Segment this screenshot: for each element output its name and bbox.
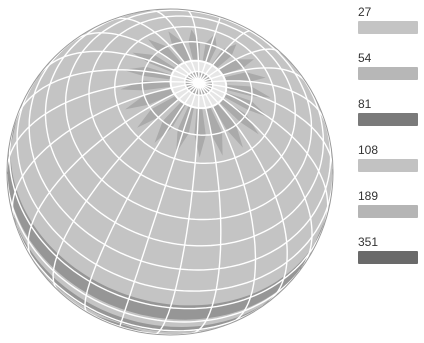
legend-swatch — [358, 159, 418, 172]
legend-swatch — [358, 67, 418, 80]
legend-label: 351 — [358, 236, 378, 248]
legend-label: 108 — [358, 144, 378, 156]
legend-swatch — [358, 21, 418, 34]
globe-layer — [7, 9, 333, 335]
legend-label: 27 — [358, 6, 371, 18]
legend-label: 189 — [358, 190, 378, 202]
legend-label: 81 — [358, 98, 371, 110]
legend-swatch — [358, 251, 418, 264]
globe-illustration — [0, 0, 340, 343]
legend-label: 54 — [358, 52, 371, 64]
legend-swatch — [358, 205, 418, 218]
legend: 27 54 81 108 189 351 — [354, 6, 424, 336]
legend-swatch — [358, 113, 418, 126]
